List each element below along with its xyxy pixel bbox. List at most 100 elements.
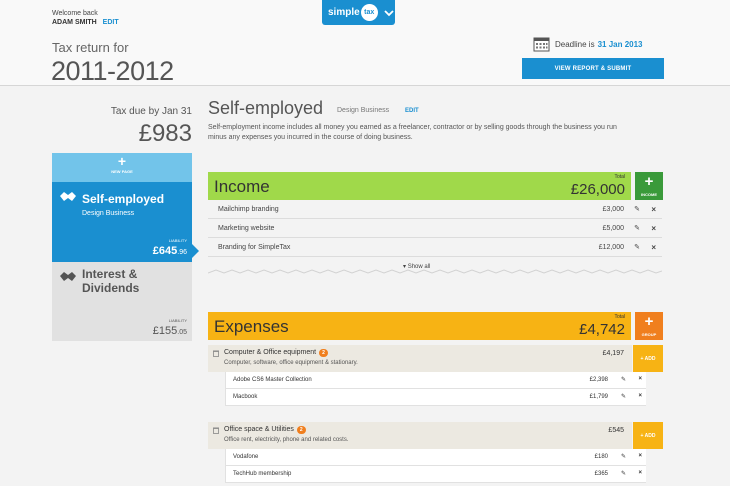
item-amount: £2,398 (589, 377, 608, 383)
add-expense-button[interactable]: + ADD (633, 422, 663, 449)
group-title: Computer & Office equipment 2 (224, 349, 328, 357)
tax-year: 2011-2012 (51, 56, 174, 86)
add-income-button[interactable]: + INCOME (635, 172, 663, 200)
welcome-block: Welcome back ADAM SMITH EDIT (52, 9, 119, 27)
zigzag-divider (208, 269, 662, 274)
deadline: Deadline is 31 Jan 2013 (533, 36, 643, 52)
new-page-button[interactable]: + NEW PAGE (52, 153, 192, 182)
group-amount: £545 (608, 427, 624, 434)
pencil-icon[interactable]: ✎ (634, 244, 640, 251)
pencil-icon[interactable]: ✎ (634, 225, 640, 232)
close-icon[interactable]: × (651, 205, 656, 214)
expenses-total: £4,742 (579, 321, 625, 338)
pencil-icon[interactable]: ✎ (634, 206, 640, 213)
item-label: Adobe CS6 Master Collection (233, 377, 312, 383)
logo-word: simple (328, 7, 360, 18)
close-icon[interactable]: × (638, 393, 642, 399)
close-icon[interactable]: × (638, 470, 642, 476)
add-income-label: INCOME (641, 192, 657, 197)
plus-icon: + (117, 153, 127, 169)
expense-group[interactable]: Office space & Utilities 2 Office rent, e… (208, 422, 632, 449)
handshake-icon (60, 272, 76, 281)
row-amount: £3,000 (602, 206, 624, 213)
row-label: Mailchimp branding (218, 206, 279, 213)
card-subtitle: Design Business (82, 210, 135, 217)
expenses-title: Expenses (214, 317, 289, 336)
plus-icon: + (644, 313, 654, 330)
expenses-section-header: Expenses Total £4,742 (208, 312, 631, 340)
logo-badge: tax (360, 4, 378, 21)
group-amount: £4,197 (602, 350, 624, 357)
expense-item[interactable]: TechHub membership £365 ✎ × (225, 466, 646, 483)
item-label: Macbook (233, 394, 258, 400)
count-badge: 2 (296, 426, 306, 434)
sidebar-item-self-employed[interactable]: Self-employed Design Business LIABILITY … (52, 182, 199, 262)
group-description: Computer, software, office equipment & s… (224, 360, 358, 366)
total-label: Total (614, 314, 625, 320)
deadline-label: Deadline is (555, 39, 595, 49)
item-amount: £365 (594, 471, 608, 477)
user-name: ADAM SMITH (52, 19, 97, 26)
deadline-date: 31 Jan 2013 (597, 39, 643, 49)
pencil-icon[interactable]: ✎ (620, 471, 626, 477)
income-total: £26,000 (570, 181, 625, 198)
pencil-icon[interactable]: ✎ (620, 394, 626, 400)
sidebar-item-interest-dividends[interactable]: Interest & Dividends LIABILITY £155.05 (52, 262, 192, 341)
pencil-icon[interactable]: ✎ (620, 377, 626, 383)
group-title: Office space & Utilities 2 (224, 426, 306, 434)
edit-profile-link[interactable]: EDIT (102, 19, 119, 26)
row-label: Branding for SimpleTax (218, 244, 291, 251)
close-icon[interactable]: × (638, 453, 642, 459)
simpletax-logo[interactable]: simple tax (322, 0, 395, 25)
count-badge: 2 (319, 349, 328, 357)
expense-item[interactable]: Vodafone £180 ✎ × (225, 449, 646, 466)
income-row[interactable]: Mailchimp branding £3,000 ✎ × (208, 200, 662, 219)
total-label: Total (614, 174, 625, 180)
tax-return-label: Tax return for (52, 40, 129, 55)
tax-due-amount: £983 (138, 120, 192, 147)
income-section-header: Income Total £26,000 (208, 172, 631, 200)
income-title: Income (214, 177, 270, 196)
handshake-icon (60, 192, 76, 201)
expense-item[interactable]: Macbook £1,799 ✎ × (225, 389, 646, 406)
pencil-icon[interactable]: ✎ (620, 454, 626, 460)
page-title: Self-employed (208, 98, 324, 118)
expense-item[interactable]: Adobe CS6 Master Collection £2,398 ✎ × (225, 372, 646, 389)
liability-label: LIABILITY (168, 238, 187, 243)
page-description: Self-employment income includes all mone… (208, 124, 617, 141)
close-icon[interactable]: × (651, 224, 656, 233)
view-report-submit-button[interactable]: VIEW REPORT & SUBMIT (522, 58, 664, 79)
top-header: Welcome back ADAM SMITH EDIT simple tax … (0, 0, 730, 86)
income-row[interactable]: Marketing website £5,000 ✎ × (208, 219, 662, 238)
new-page-label: NEW PAGE (111, 169, 133, 174)
liability-amount: £645.96 (152, 245, 187, 257)
chevron-down-icon[interactable] (384, 8, 394, 18)
expense-group[interactable]: Computer & Office equipment 2 Computer, s… (208, 345, 632, 372)
income-row[interactable]: Branding for SimpleTax £12,000 ✎ × (208, 238, 662, 257)
tax-due-label: Tax due by Jan 31 (110, 106, 192, 117)
edit-page-link[interactable]: EDIT (405, 108, 419, 114)
liability-amount: £155.05 (152, 325, 187, 337)
add-group-button[interactable]: + GROUP (635, 312, 663, 340)
liability-label: LIABILITY (168, 318, 187, 323)
page-subtitle: Design Business (337, 107, 390, 114)
show-all-link[interactable]: ▾ Show all (403, 264, 431, 270)
add-group-label: GROUP (641, 332, 657, 337)
group-description: Office rent, electricity, phone and rela… (224, 437, 349, 443)
row-label: Marketing website (218, 225, 275, 232)
close-icon[interactable]: × (638, 376, 642, 382)
row-amount: £12,000 (598, 244, 624, 251)
trash-icon[interactable] (213, 427, 219, 434)
plus-icon: + (644, 173, 654, 190)
item-label: Vodafone (233, 454, 259, 460)
add-expense-button[interactable]: + ADD (633, 345, 663, 372)
welcome-text: Welcome back (52, 10, 98, 17)
card-title: Self-employed (82, 192, 165, 206)
item-amount: £1,799 (589, 394, 608, 400)
row-amount: £5,000 (602, 225, 624, 232)
trash-icon[interactable] (213, 350, 219, 357)
card-title: Interest & Dividends (82, 267, 140, 295)
close-icon[interactable]: × (651, 243, 656, 252)
item-label: TechHub membership (233, 471, 292, 477)
calendar-icon (533, 37, 550, 52)
